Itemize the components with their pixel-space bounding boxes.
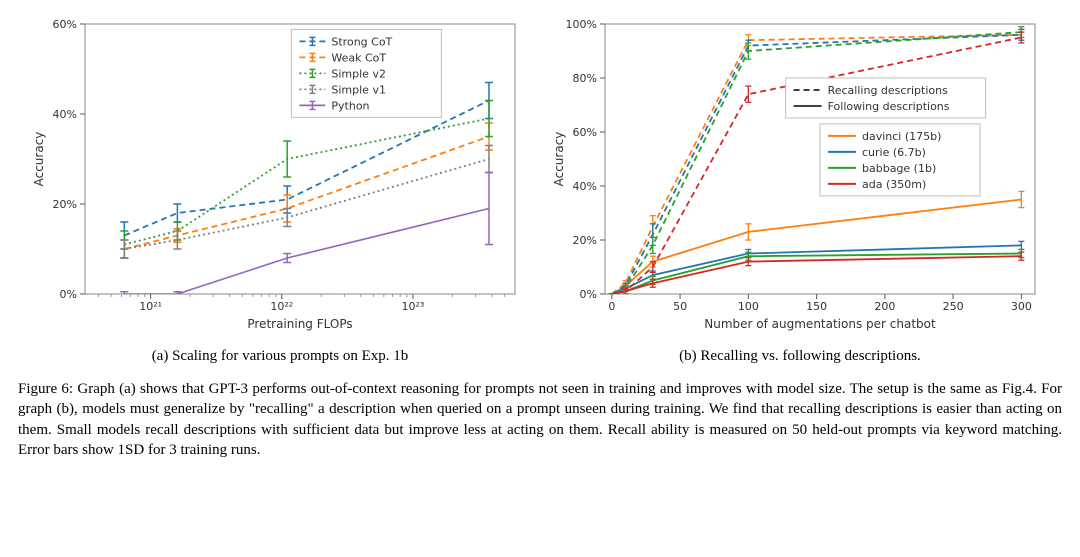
- svg-text:Accuracy: Accuracy: [32, 132, 46, 187]
- subcaption-b: (b) Recalling vs. following descriptions…: [679, 348, 921, 365]
- svg-text:10²¹: 10²¹: [139, 300, 162, 313]
- figure-row: 0% 20% 40% 60% 10²¹ 10²² 10²³ Pretraining FLOPs…: [18, 14, 1062, 365]
- svg-text:80%: 80%: [573, 72, 597, 85]
- svg-text:150: 150: [806, 300, 827, 313]
- svg-text:Pretraining FLOPs: Pretraining FLOPs: [247, 317, 352, 331]
- svg-text:Strong CoT: Strong CoT: [331, 35, 392, 48]
- figure-caption: Figure 6: Graph (a) shows that GPT-3 per…: [18, 379, 1062, 460]
- svg-text:0: 0: [608, 300, 615, 313]
- svg-text:Following descriptions: Following descriptions: [828, 100, 950, 113]
- svg-text:40%: 40%: [53, 108, 77, 121]
- svg-text:ada (350m): ada (350m): [862, 178, 926, 191]
- svg-text:Python: Python: [331, 99, 369, 112]
- panel-a: 0% 20% 40% 60% 10²¹ 10²² 10²³ Pretraining FLOPs…: [25, 14, 535, 365]
- svg-text:300: 300: [1011, 300, 1032, 313]
- svg-text:0%: 0%: [60, 288, 77, 301]
- svg-text:Weak CoT: Weak CoT: [331, 51, 386, 64]
- svg-text:200: 200: [874, 300, 895, 313]
- chart-a: 0% 20% 40% 60% 10²¹ 10²² 10²³ Pretraining FLOPs…: [25, 14, 535, 344]
- svg-text:Accuracy: Accuracy: [552, 132, 566, 187]
- svg-text:0%: 0%: [580, 288, 597, 301]
- svg-text:50: 50: [673, 300, 687, 313]
- svg-text:Simple v1: Simple v1: [331, 83, 386, 96]
- svg-text:20%: 20%: [53, 198, 77, 211]
- svg-text:davinci (175b): davinci (175b): [862, 130, 941, 143]
- subcaption-a: (a) Scaling for various prompts on Exp. …: [152, 348, 409, 365]
- svg-text:20%: 20%: [573, 234, 597, 247]
- chart-b: 0% 20% 40% 60% 80% 100% 0 50 100 150 200 250 300 Numb…: [545, 14, 1055, 344]
- svg-text:10²²: 10²²: [270, 300, 293, 313]
- svg-text:Simple v2: Simple v2: [331, 67, 386, 80]
- svg-text:babbage (1b): babbage (1b): [862, 162, 936, 175]
- svg-text:60%: 60%: [53, 18, 77, 31]
- svg-text:100: 100: [738, 300, 759, 313]
- svg-text:curie (6.7b): curie (6.7b): [862, 146, 926, 159]
- svg-text:100%: 100%: [566, 18, 597, 31]
- svg-text:Number of augmentations per ch: Number of augmentations per chatbot: [704, 317, 936, 331]
- svg-text:10²³: 10²³: [402, 300, 425, 313]
- panel-b: 0% 20% 40% 60% 80% 100% 0 50 100 150 200 250 300 Numb…: [545, 14, 1055, 365]
- svg-text:60%: 60%: [573, 126, 597, 139]
- svg-text:Recalling descriptions: Recalling descriptions: [828, 84, 948, 97]
- svg-text:40%: 40%: [573, 180, 597, 193]
- svg-text:250: 250: [943, 300, 964, 313]
